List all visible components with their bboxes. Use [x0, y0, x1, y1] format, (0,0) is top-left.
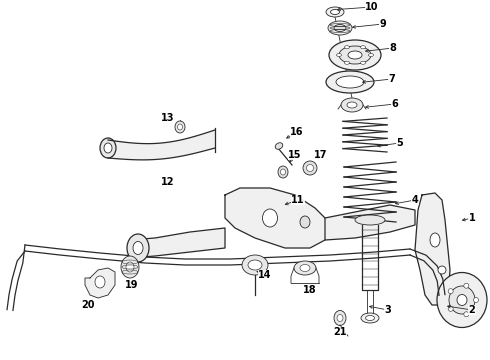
Ellipse shape [366, 315, 374, 320]
Ellipse shape [329, 40, 381, 70]
Text: 19: 19 [125, 280, 139, 290]
Text: 11: 11 [291, 195, 305, 205]
Ellipse shape [337, 54, 342, 57]
Ellipse shape [437, 273, 487, 328]
Text: 10: 10 [365, 2, 379, 12]
Ellipse shape [127, 234, 149, 262]
Ellipse shape [326, 7, 344, 17]
Text: 7: 7 [389, 74, 395, 84]
Ellipse shape [326, 71, 374, 93]
Text: 17: 17 [314, 150, 328, 160]
Text: 15: 15 [288, 150, 302, 160]
Polygon shape [325, 205, 415, 240]
Ellipse shape [449, 286, 475, 314]
Ellipse shape [307, 165, 314, 171]
Ellipse shape [361, 46, 366, 49]
Ellipse shape [95, 276, 105, 288]
Polygon shape [85, 268, 115, 298]
Ellipse shape [361, 313, 379, 323]
Text: 13: 13 [161, 113, 175, 123]
Polygon shape [130, 228, 225, 258]
Ellipse shape [464, 283, 469, 288]
Ellipse shape [344, 61, 349, 64]
Ellipse shape [100, 138, 116, 158]
Text: 21: 21 [333, 327, 347, 337]
Ellipse shape [464, 312, 469, 317]
Ellipse shape [280, 169, 286, 175]
Ellipse shape [368, 54, 373, 57]
Text: 4: 4 [412, 195, 418, 205]
Ellipse shape [337, 315, 343, 321]
Text: 18: 18 [303, 285, 317, 295]
Text: 9: 9 [380, 19, 387, 29]
Text: 6: 6 [392, 99, 398, 109]
Polygon shape [415, 193, 450, 305]
Ellipse shape [344, 46, 349, 49]
Ellipse shape [242, 255, 268, 275]
Ellipse shape [175, 121, 185, 133]
Ellipse shape [330, 9, 340, 14]
Ellipse shape [448, 289, 453, 294]
Text: 14: 14 [258, 270, 272, 280]
Ellipse shape [294, 261, 316, 275]
Text: 1: 1 [468, 213, 475, 223]
Ellipse shape [104, 143, 112, 153]
Text: 5: 5 [396, 138, 403, 148]
Ellipse shape [448, 306, 453, 311]
Ellipse shape [347, 102, 357, 108]
Ellipse shape [336, 76, 364, 88]
Ellipse shape [248, 260, 262, 270]
Ellipse shape [126, 262, 134, 272]
Ellipse shape [334, 24, 346, 31]
Text: 3: 3 [385, 305, 392, 315]
Text: 2: 2 [468, 305, 475, 315]
Ellipse shape [334, 310, 346, 325]
Ellipse shape [328, 21, 352, 35]
Ellipse shape [275, 143, 283, 149]
Text: 20: 20 [81, 300, 95, 310]
Ellipse shape [177, 124, 182, 130]
Ellipse shape [361, 61, 366, 64]
Ellipse shape [133, 242, 143, 255]
Ellipse shape [473, 297, 479, 302]
Ellipse shape [339, 46, 371, 64]
Polygon shape [225, 188, 325, 248]
Polygon shape [108, 130, 215, 160]
Ellipse shape [121, 256, 139, 278]
Ellipse shape [457, 294, 467, 306]
Ellipse shape [303, 161, 317, 175]
Ellipse shape [278, 166, 288, 178]
Ellipse shape [430, 233, 440, 247]
Ellipse shape [438, 266, 446, 274]
Text: 12: 12 [161, 177, 175, 187]
Ellipse shape [341, 98, 363, 112]
Text: 16: 16 [290, 127, 304, 137]
Text: 8: 8 [390, 43, 396, 53]
Ellipse shape [355, 215, 385, 225]
Ellipse shape [300, 265, 310, 271]
Ellipse shape [263, 209, 277, 227]
Ellipse shape [300, 216, 310, 228]
Ellipse shape [348, 51, 362, 59]
